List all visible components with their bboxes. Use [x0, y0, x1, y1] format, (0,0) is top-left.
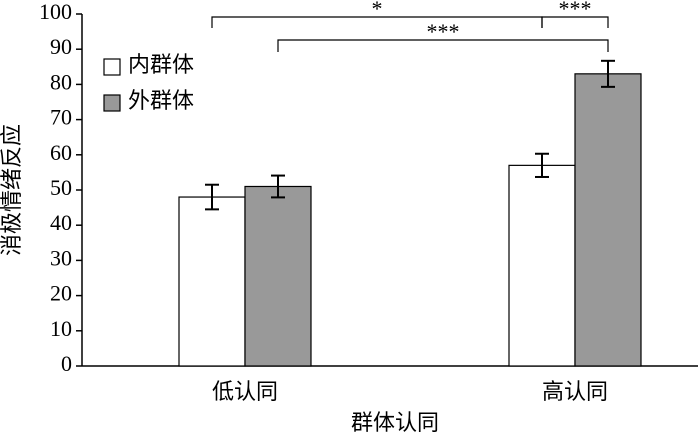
bar: [508, 164, 576, 367]
significance-bracket: [277, 39, 609, 52]
y-tick-label: 40: [50, 210, 72, 235]
significance-label: *: [372, 0, 383, 21]
error-bar: [535, 152, 549, 178]
error-bar: [601, 59, 615, 88]
bar: [178, 196, 246, 367]
y-tick-label: 90: [50, 34, 72, 59]
significance-label: ***: [427, 19, 460, 44]
error-bar: [271, 174, 285, 199]
y-tick-label: 10: [50, 316, 72, 341]
legend-swatch: [103, 58, 121, 76]
bar: [574, 73, 642, 367]
y-tick-label: 80: [50, 69, 72, 94]
x-axis-label: 群体认同: [351, 410, 439, 435]
y-tick-label: 70: [50, 105, 72, 130]
error-bar: [205, 183, 219, 211]
y-tick-label: 50: [50, 175, 72, 200]
significance-bracket: [541, 16, 609, 28]
y-tick-label: 100: [39, 0, 72, 24]
legend-label: 内群体: [128, 52, 194, 77]
x-tick-label: 低认同: [212, 379, 278, 404]
y-tick-label: 30: [50, 245, 72, 270]
y-tick-label: 20: [50, 281, 72, 306]
y-tick-label: 0: [61, 351, 72, 376]
y-tick-label: 60: [50, 140, 72, 165]
significance-label: ***: [559, 0, 592, 21]
legend-label: 外群体: [128, 88, 194, 113]
legend-swatch: [103, 94, 121, 112]
bar: [244, 185, 312, 367]
x-tick-label: 高认同: [542, 379, 608, 404]
y-axis-label: 消极情绪反应: [0, 124, 24, 256]
